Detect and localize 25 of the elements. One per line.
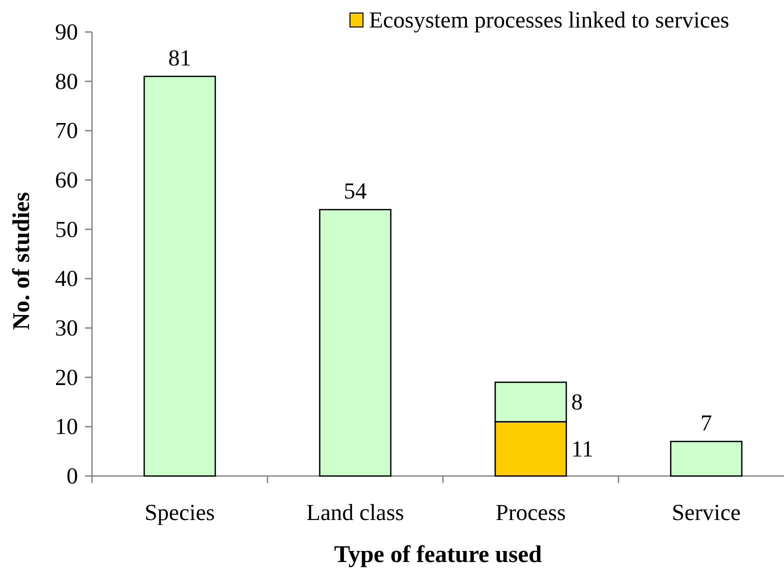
x-tick-label: Process	[496, 500, 566, 525]
data-label: 11	[571, 436, 594, 462]
y-tick-label: 40	[55, 266, 78, 292]
legend-label: Ecosystem processes linked to services	[369, 8, 730, 32]
x-tick-label: Land class	[306, 500, 404, 525]
bar	[144, 76, 216, 477]
x-axis-title: Type of feature used	[334, 542, 543, 568]
y-tick-label: 0	[66, 464, 78, 488]
x-tick-label: Service	[672, 500, 741, 525]
y-tick-label: 80	[55, 68, 78, 94]
data-label: 81	[168, 45, 192, 70]
data-label: 8	[571, 390, 583, 414]
y-tick-label: 20	[55, 364, 78, 390]
y-tick-label: 30	[55, 316, 78, 340]
y-axis-title: No. of studies	[9, 192, 35, 330]
y-tick-label: 70	[55, 118, 78, 144]
bar	[670, 440, 742, 477]
data-label: 7	[700, 410, 712, 436]
y-tick-label: 50	[55, 216, 78, 242]
y-tick-label: 10	[55, 414, 78, 440]
y-tick-label: 90	[55, 20, 78, 44]
x-tick-label: Species	[144, 500, 215, 525]
y-tick-label: 60	[55, 168, 78, 192]
data-label: 54	[344, 178, 368, 204]
bar	[319, 208, 392, 477]
